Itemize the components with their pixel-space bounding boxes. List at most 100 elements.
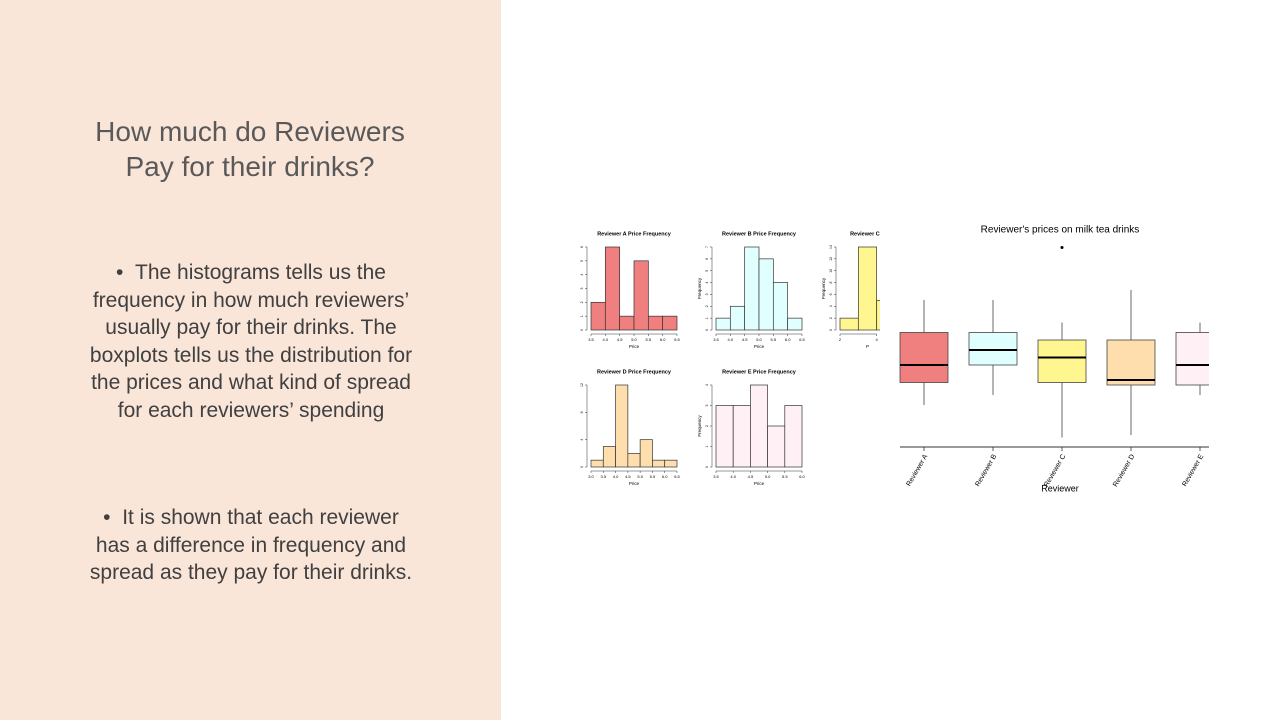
y-tick-label: 0 [705, 466, 709, 468]
chart-title: Reviewer D Price Frequency [597, 369, 672, 375]
histogram-bar [647, 315, 664, 331]
y-tick-label: 3 [580, 287, 584, 289]
box [1175, 332, 1209, 386]
x-axis-label: Price [754, 481, 765, 486]
x-tick-label: 6.5 [674, 337, 680, 342]
chart-title: Reviewer E Price Frequency [722, 369, 797, 375]
x-tick-label: 3.5 [588, 337, 594, 342]
y-tick-label: 0 [580, 329, 584, 331]
chart-title: Reviewer A Price Frequency [597, 231, 672, 237]
histogram-bar [604, 246, 621, 331]
y-axis-label: Frequency [697, 277, 702, 299]
x-tick-label: 5.5 [646, 337, 652, 342]
histogram-bar [590, 459, 604, 468]
chart-title: Reviewer's prices on milk tea drinks [981, 225, 1140, 236]
x-tick-label: 4.0 [613, 474, 619, 479]
x-tick-label: 6.5 [799, 337, 805, 342]
y-tick-label: 10 [829, 269, 833, 273]
histogram-bar [772, 282, 789, 331]
y-tick-label: 6 [829, 293, 833, 295]
y-tick-label: 4 [829, 305, 833, 307]
histogram-bar [619, 315, 635, 331]
y-tick-label: 12 [580, 383, 584, 387]
y-tick-label: 1 [580, 315, 584, 317]
histogram: Reviewer A Price Frequency 0 1 2 3 4 5 6 3.5 4.0 4… [580, 231, 681, 349]
x-tick-label: 5.5 [650, 474, 656, 479]
chart-title: Reviewer B Price Frequency [722, 231, 797, 237]
x-tick-label: 4.0 [603, 337, 609, 342]
histogram-bar [627, 452, 641, 468]
x-tick-label: 3.5 [713, 337, 719, 342]
slide-title: How much do Reviewers Pay for their drin… [95, 116, 405, 182]
histogram-bar [758, 258, 774, 331]
histogram-bar [590, 301, 606, 331]
histogram-bar [662, 315, 678, 331]
y-axis-label: Frequency [821, 277, 826, 299]
y-tick-label: 14 [829, 245, 833, 249]
x-tick-label: 5.0 [631, 337, 637, 342]
x-axis-label: Price [754, 344, 765, 349]
y-tick-label: 2 [705, 305, 709, 307]
y-tick-label: 6 [705, 258, 709, 260]
x-tick-label: 6.0 [799, 474, 805, 479]
histogram-bar [715, 317, 731, 331]
histogram: Reviewer D Price Frequency 0 4 8 12 3.0 3.5 4.0… [580, 369, 681, 486]
y-tick-label: 1 [705, 317, 709, 319]
box [1037, 339, 1087, 383]
histogram-bar [787, 317, 803, 331]
y-tick-label: 5 [580, 260, 584, 262]
y-tick-label: 6 [580, 246, 584, 248]
x-tick-label: Reviewer E [1181, 453, 1205, 488]
y-tick-label: 4 [705, 384, 709, 386]
x-tick-label: 5.0 [637, 474, 643, 479]
x-tick-label: 6.0 [662, 474, 668, 479]
histogram-bar [639, 439, 653, 468]
histogram-bar [876, 300, 880, 331]
histogram-bar [715, 405, 734, 468]
histogram-bar [664, 459, 678, 468]
y-tick-label: 4 [580, 439, 584, 441]
y-tick-label: 2 [580, 301, 584, 303]
box [899, 332, 949, 383]
bullet: The histograms tells us the frequency in… [88, 259, 414, 424]
y-tick-label: 12 [829, 257, 833, 261]
x-tick-label: 4.5 [742, 337, 748, 342]
x-tick-label: Reviewer B [974, 453, 998, 488]
x-tick-label: 5.5 [782, 474, 788, 479]
y-tick-label: 0 [580, 466, 584, 468]
histogram-bar [750, 384, 768, 468]
x-axis-label: Price [629, 481, 640, 486]
x-tick-label: 5.0 [765, 474, 771, 479]
y-tick-label: 7 [705, 246, 709, 248]
histogram-bar [732, 405, 751, 468]
histogram-bar [652, 459, 666, 468]
x-tick-label: 5.0 [756, 337, 762, 342]
x-tick-label: 4.5 [748, 474, 754, 479]
histogram-bar [633, 260, 649, 331]
histogram-bar [784, 405, 803, 468]
y-axis-label: Frequency [697, 415, 702, 437]
histogram-bar [839, 317, 859, 331]
box [1106, 339, 1156, 386]
x-axis-label: P [866, 344, 869, 349]
y-tick-label: 0 [829, 329, 833, 331]
x-tick-label: 4.0 [730, 474, 736, 479]
histogram: Reviewer C P 0 2 4 6 8 10 12 14 2 4 P Frequency [821, 231, 880, 349]
histogram-bar [729, 305, 746, 331]
histogram-bar [744, 246, 760, 331]
box [968, 332, 1018, 366]
y-tick-label: 4 [705, 282, 709, 284]
y-tick-label: 1 [705, 445, 709, 447]
y-tick-label: 5 [705, 270, 709, 272]
x-axis-label: Price [629, 344, 640, 349]
x-tick-label: 4.5 [617, 337, 623, 342]
x-tick-label: 4 [876, 337, 879, 342]
y-tick-label: 2 [829, 317, 833, 319]
y-tick-label: 8 [580, 411, 584, 413]
y-tick-label: 8 [829, 282, 833, 284]
outlier [1060, 246, 1064, 249]
bullet: It is shown that each reviewer has a dif… [88, 504, 414, 587]
y-tick-label: 3 [705, 293, 709, 295]
